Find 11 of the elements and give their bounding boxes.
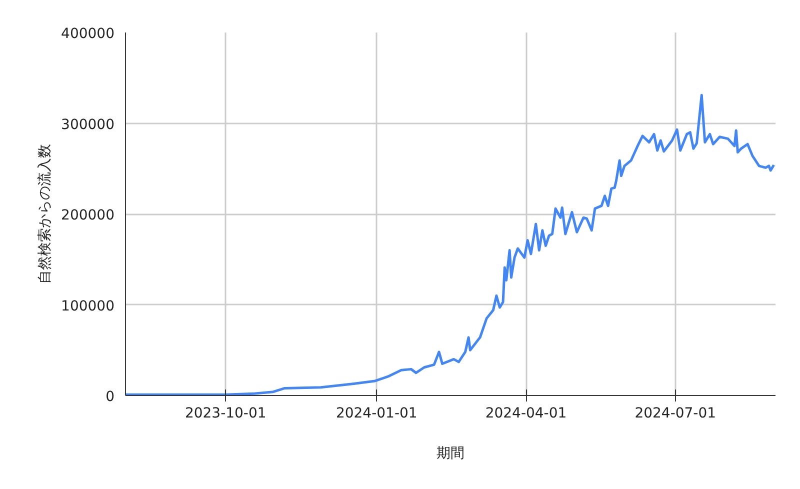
y-axis-title: 自然検索からの流入数 [37, 144, 54, 284]
x-tick-label: 2023-10-01 [184, 406, 266, 422]
y-tick-label: 200000 [61, 208, 115, 224]
y-tick-label: 100000 [61, 298, 115, 314]
y-tick-label: 300000 [61, 116, 115, 133]
x-tick-label: 2024-01-01 [336, 406, 418, 422]
x-axis-title: 期間 [436, 446, 464, 462]
x-tick-label: 2024-04-01 [485, 406, 567, 422]
y-tick-label: 0 [106, 389, 115, 405]
x-tick-label: 2024-07-01 [634, 406, 716, 422]
y-tick-label: 400000 [61, 26, 115, 42]
